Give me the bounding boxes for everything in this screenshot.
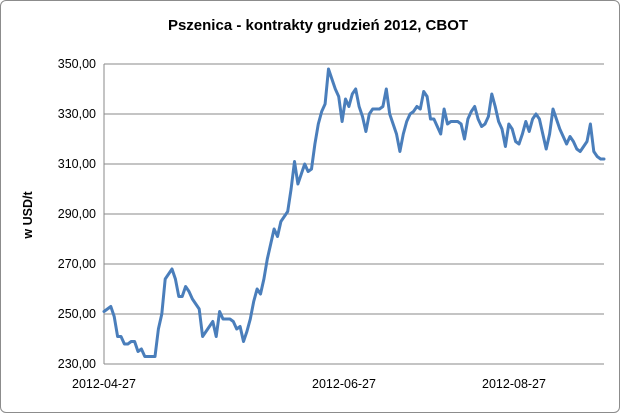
y-tick-labels: 230,00 250,00 270,00 290,00 310,00 330,00 350,… [58, 57, 96, 371]
chart-title: Pszenica - kontrakty grudzień 2012, CBOT [168, 17, 468, 34]
y-tick-label: 330,00 [58, 107, 96, 121]
y-tick-label: 350,00 [58, 57, 96, 71]
y-tick-label: 250,00 [58, 307, 96, 321]
y-tick-label: 270,00 [58, 257, 96, 271]
y-tick-label: 310,00 [58, 157, 96, 171]
x-tick-label: 2012-06-27 [312, 377, 376, 391]
axes [103, 64, 604, 365]
x-tick-labels: 2012-04-27 2012-06-27 2012-08-27 [72, 377, 546, 391]
gridlines [104, 63, 604, 315]
series-layer [102, 67, 606, 358]
y-tick-label: 290,00 [58, 207, 96, 221]
y-axis-label: w USD/t [21, 191, 35, 240]
x-tick-label: 2012-04-27 [72, 377, 136, 391]
x-tick-label: 2012-08-27 [482, 377, 546, 391]
y-tick-label: 230,00 [58, 357, 96, 371]
series-line [102, 67, 606, 358]
